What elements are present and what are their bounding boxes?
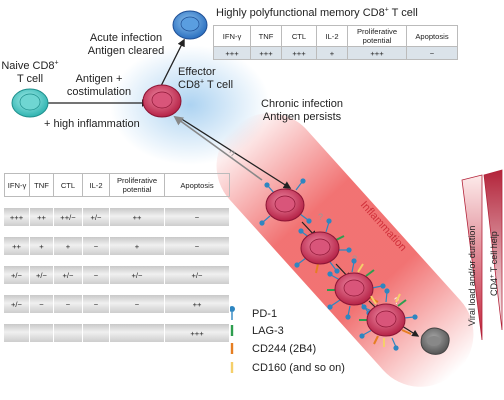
arrow-stage-4-dead: [401, 325, 420, 337]
viral-load-wedge: [461, 174, 483, 341]
arrow-return-gray: [173, 115, 263, 181]
exhaustion-value-cell: [30, 324, 54, 342]
viral-load-label: Viral load and/or duration: [467, 226, 477, 326]
memory-value-cell: +++: [213, 46, 251, 60]
memory-header-cell: IFN-γ: [213, 25, 251, 47]
legend-label-lag3: LAG-3: [252, 325, 284, 337]
legend-label-cd244: CD244 (2B4): [252, 343, 317, 355]
memory-table-header: IFN-γ TNF CTL IL-2 Proliferative potenti…: [213, 25, 458, 47]
exhaustion-header-cell: CTL: [54, 173, 83, 197]
exhaustion-value-cell: +/−: [54, 266, 83, 284]
exhaustion-value-cell: +: [110, 237, 165, 255]
exhausted-cell-stage-2-icon: [294, 218, 352, 274]
exhaustion-value-cell: −: [54, 295, 83, 313]
effector-label: Effector CD8+ T cell: [178, 66, 234, 91]
arrow-effector-to-memory: [159, 38, 185, 89]
exhaustion-value-cell: [54, 324, 83, 342]
exhaustion-value-cell: +/−: [30, 266, 54, 284]
exhaustion-value-cell: ++: [165, 295, 230, 313]
memory-table: IFN-γ TNF CTL IL-2 Proliferative potenti…: [213, 25, 458, 60]
exhaustion-value-cell: ++/−: [54, 208, 83, 226]
memory-header-cell: IL-2: [316, 25, 348, 47]
exhaustion-value-cell: [110, 324, 165, 342]
chronic-infection-label: Chronic infection Antigen persists: [261, 98, 343, 123]
exhaustion-value-cell: −: [83, 295, 110, 313]
exhausted-cell-stage-1-icon: [259, 178, 312, 226]
exhaustion-header-cell: TNF: [30, 173, 54, 197]
exhaustion-value-cell: −: [30, 295, 54, 313]
memory-value-cell: +++: [347, 46, 407, 60]
memory-title: Highly polyfunctional memory CD8+ T cell: [216, 6, 418, 19]
exhaustion-value-cell: +: [30, 237, 54, 255]
memory-header-cell: Apoptosis: [406, 25, 458, 47]
exhaustion-value-cell: +/−: [110, 266, 165, 284]
exhaustion-value-cell: +/−: [4, 266, 30, 284]
exhaustion-value-cell: −: [83, 266, 110, 284]
exhaustion-table-row: ++ + + − + −: [4, 237, 230, 255]
exhaustion-value-cell: −: [165, 237, 230, 255]
exhausted-cell-stage-4-icon: [359, 288, 418, 351]
legend-label-pd1: PD-1: [252, 308, 278, 320]
naive-cell-icon: [11, 88, 49, 118]
memory-value-cell: +: [316, 46, 348, 60]
inflammation-band: [216, 113, 474, 387]
naive-label: Naive CD8+ T cell: [1, 59, 59, 85]
exhaustion-value-cell: +: [54, 237, 83, 255]
memory-table-row: +++ +++ +++ + +++ −: [213, 46, 458, 60]
pd1-legend-icon: [229, 306, 235, 320]
cd4-help-label: CD4+ T cell help: [489, 231, 499, 296]
exhaustion-value-cell: ++: [4, 237, 30, 255]
exhaustion-value-cell: −: [110, 295, 165, 313]
exhaustion-value-cell: −: [165, 208, 230, 226]
exhaustion-value-cell: −: [83, 237, 110, 255]
exhaustion-table: IFN-γ TNF CTL IL-2 Proliferative potenti…: [4, 173, 230, 342]
dying-cell-icon: [420, 327, 450, 355]
exhaustion-header-cell: Proliferative potential: [110, 173, 165, 197]
exhaustion-table-row: +++ ++ ++/− +/− ++ −: [4, 208, 230, 226]
effector-cell-icon: [142, 84, 182, 118]
legend-label-cd160: CD160 (and so on): [252, 362, 345, 374]
exhausted-cell-stage-3-icon: [327, 258, 386, 320]
exhaustion-table-row: +++: [4, 324, 230, 342]
arrow-effector-to-exhausted: [179, 117, 292, 189]
exhaustion-value-cell: ++: [30, 208, 54, 226]
exhaustion-value-cell: +/−: [83, 208, 110, 226]
acute-infection-label: Acute infection Antigen cleared: [87, 32, 165, 57]
memory-value-cell: −: [406, 46, 458, 60]
exhaustion-table-row: +/− − − − − ++: [4, 295, 230, 313]
memory-header-cell: Proliferative potential: [347, 25, 407, 47]
exhaustion-value-cell: ++: [110, 208, 165, 226]
antigen-costim-label: Antigen + costimulation: [66, 73, 132, 98]
memory-value-cell: +++: [281, 46, 317, 60]
exhaustion-value-cell: +++: [165, 324, 230, 342]
exhaustion-value-cell: [83, 324, 110, 342]
exhaustion-value-cell: +++: [4, 208, 30, 226]
question-mark-icon: ?: [318, 212, 323, 222]
memory-header-cell: TNF: [250, 25, 282, 47]
exhaustion-table-row: +/− +/− +/− − +/− +/−: [4, 266, 230, 284]
memory-cell-icon: [172, 10, 208, 40]
high-inflammation-label: + high inflammation: [44, 118, 140, 130]
cd4-help-wedge: [483, 169, 503, 331]
exhaustion-value-cell: [4, 324, 30, 342]
exhaustion-value-cell: +/−: [165, 266, 230, 284]
exhaustion-header-cell: IFN-γ: [4, 173, 30, 197]
exhaustion-header-cell: IL-2: [83, 173, 110, 197]
exhaustion-header-cell: Apoptosis: [165, 173, 230, 197]
exhaustion-value-cell: +/−: [4, 295, 30, 313]
memory-header-cell: CTL: [281, 25, 317, 47]
exhaustion-table-header: IFN-γ TNF CTL IL-2 Proliferative potenti…: [4, 173, 230, 197]
question-mark-icon: ?: [229, 149, 235, 161]
memory-value-cell: +++: [250, 46, 282, 60]
